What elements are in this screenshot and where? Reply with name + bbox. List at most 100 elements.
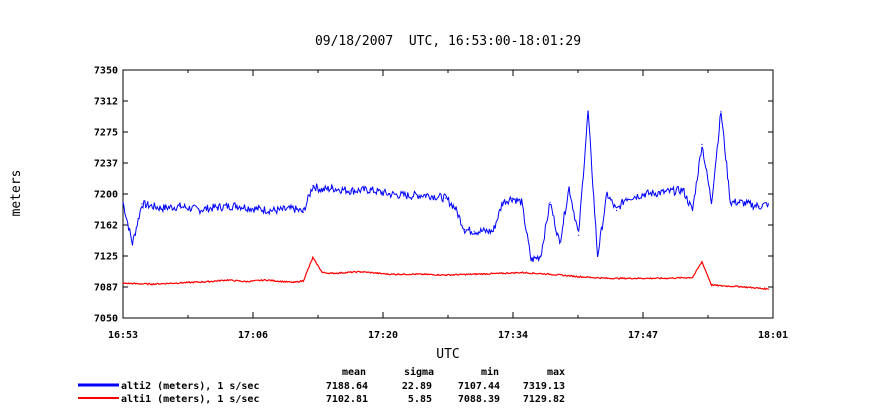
data-point <box>502 201 504 203</box>
data-point <box>274 209 276 212</box>
data-point <box>767 288 770 290</box>
data-point <box>245 281 247 283</box>
data-point <box>226 279 228 281</box>
data-point <box>540 255 542 257</box>
data-point <box>150 283 153 285</box>
data-point <box>720 285 722 287</box>
data-point <box>511 197 513 199</box>
data-point <box>179 205 181 207</box>
data-point <box>606 277 608 279</box>
y-tick-label: 7312 <box>94 97 118 108</box>
series-0 <box>122 110 770 263</box>
data-point <box>587 110 589 112</box>
y-tick-label: 7237 <box>94 159 118 170</box>
data-point <box>530 259 532 261</box>
data-point <box>388 273 390 275</box>
data-point <box>217 206 219 208</box>
stat-header-sigma: sigma <box>404 366 434 378</box>
x-tick-label: 17:47 <box>628 330 658 341</box>
series-layer <box>122 110 770 291</box>
data-point <box>473 273 475 275</box>
data-point <box>758 205 760 207</box>
stat-header-mean: mean <box>342 367 366 378</box>
data-point <box>473 230 475 232</box>
series-1 <box>122 255 770 291</box>
data-point <box>255 208 257 210</box>
stat-header-min: min <box>481 366 499 378</box>
data-point <box>122 282 124 284</box>
legend: mean sigma min max alti2 (meters), 1 s/s… <box>78 366 565 405</box>
x-tick-label: 17:06 <box>238 330 268 341</box>
data-point <box>293 281 295 284</box>
data-point <box>169 282 172 284</box>
data-point <box>578 276 580 278</box>
data-point <box>426 194 428 196</box>
y-tick-label: 7162 <box>94 221 118 232</box>
stat-alti1-max: 7129.82 <box>523 394 565 405</box>
data-point <box>559 243 561 245</box>
x-tick-label: 18:01 <box>758 330 788 341</box>
y-axis-label: meters <box>9 170 24 217</box>
x-tick-label: 17:34 <box>498 330 528 341</box>
data-point <box>644 193 646 195</box>
data-point <box>758 287 760 289</box>
data-point <box>663 277 665 279</box>
data-point <box>691 209 694 212</box>
data-point <box>502 272 504 274</box>
x-axis: 16:53 17:06 17:20 17:34 17:47 18:01 <box>108 70 788 341</box>
data-point <box>578 234 580 236</box>
legend-label-alti1: alti1 (meters), 1 s/sec <box>121 393 259 405</box>
data-point <box>131 243 134 245</box>
data-point <box>302 211 304 213</box>
x-axis-label: UTC <box>436 347 459 362</box>
data-point <box>767 203 770 205</box>
data-point <box>710 201 713 203</box>
series-line-0 <box>122 110 769 263</box>
legend-label-alti2: alti2 (meters), 1 s/sec <box>121 380 259 392</box>
data-point <box>312 185 314 187</box>
data-point <box>359 271 361 273</box>
y-tick-label: 7350 <box>94 66 118 77</box>
data-point <box>388 193 390 195</box>
data-point <box>141 203 143 205</box>
y-tick-label: 7125 <box>94 252 118 263</box>
data-point <box>331 272 333 274</box>
data-point <box>454 207 456 209</box>
data-point <box>445 197 447 199</box>
y-tick-label: 7275 <box>94 128 118 139</box>
data-point <box>188 281 190 284</box>
data-point <box>720 110 722 112</box>
data-point <box>416 273 418 275</box>
data-point <box>701 143 703 145</box>
data-point <box>321 271 323 274</box>
data-point <box>350 190 352 192</box>
data-point <box>264 279 266 281</box>
x-tick-label: 16:53 <box>108 330 138 341</box>
series-line-1 <box>122 255 769 291</box>
y-tick-label: 7087 <box>94 283 118 294</box>
data-point <box>407 195 409 197</box>
data-point <box>691 276 694 279</box>
data-point <box>739 286 741 288</box>
data-point <box>710 284 713 286</box>
data-point <box>634 277 637 279</box>
stat-alti2-sigma: 22.89 <box>402 381 432 392</box>
y-tick-label: 7050 <box>94 314 118 325</box>
stat-alti1-min: 7088.39 <box>458 394 500 405</box>
data-point <box>606 193 608 195</box>
stat-alti1-sigma: 5.85 <box>408 394 432 405</box>
data-point <box>369 189 371 191</box>
data-point <box>549 273 551 275</box>
x-tick-label: 17:20 <box>368 330 398 341</box>
data-point <box>445 274 447 276</box>
data-point <box>597 255 599 257</box>
data-point <box>663 191 665 193</box>
chart-title: 09/18/2007 UTC, 16:53:00-18:01:29 <box>315 34 581 49</box>
data-point <box>464 228 466 231</box>
stat-alti2-min: 7107.44 <box>458 381 500 392</box>
data-point <box>625 197 627 199</box>
data-point <box>616 209 618 212</box>
data-point <box>293 208 295 210</box>
stat-alti1-mean: 7102.81 <box>326 394 368 405</box>
data-point <box>331 187 333 189</box>
